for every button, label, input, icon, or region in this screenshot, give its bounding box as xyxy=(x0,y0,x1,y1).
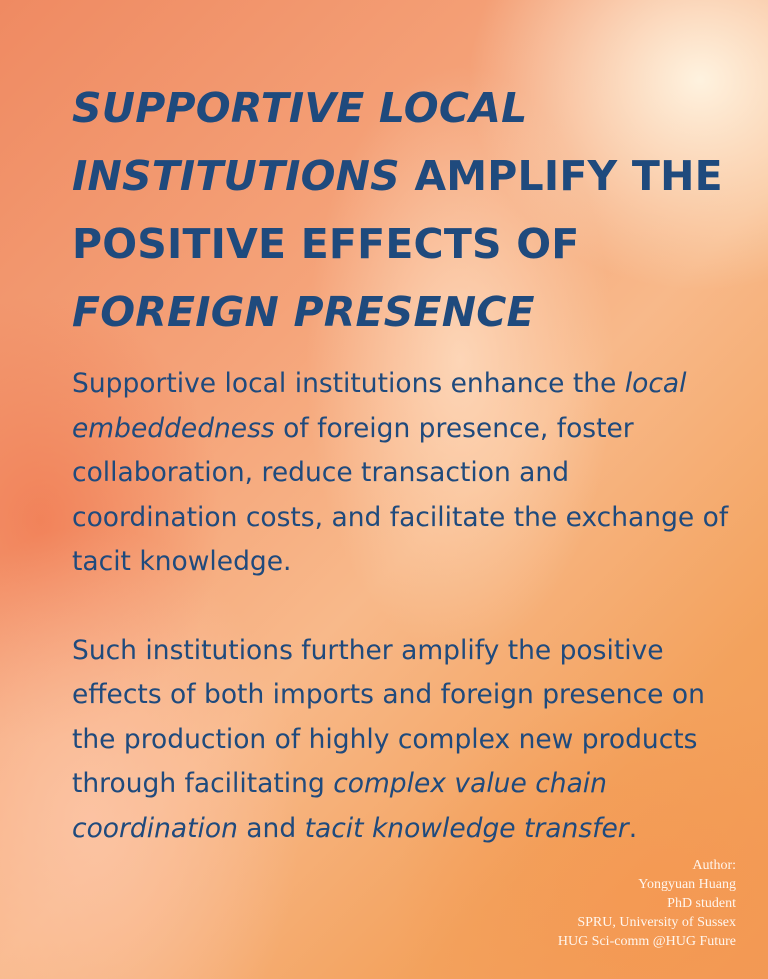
paragraph-2-emphasis-1: complex value chain coordination xyxy=(72,768,607,844)
paragraph-2-text-c: . xyxy=(628,812,638,844)
paragraph-1-text-a: Supportive local institutions enhance th… xyxy=(72,368,625,399)
body-paragraph-1: Supportive local institutions enhance th… xyxy=(72,362,742,585)
author-affiliation: SPRU, University of Sussex xyxy=(577,915,736,930)
author-name: Yongyuan Huang xyxy=(638,877,736,892)
headline-emphasis-institutions: SUPPORTIVE LOCAL INSTITUTIONS xyxy=(72,84,528,200)
body-paragraph-2: Such institutions further amplify the po… xyxy=(72,629,742,852)
headline-emphasis-foreign-presence: FOREIGN PRESENCE xyxy=(72,288,535,336)
author-credit-line: HUG Sci-comm @HUG Future xyxy=(557,934,736,949)
main-content: SUPPORTIVE LOCAL INSTITUTIONS AMPLIFY TH… xyxy=(72,74,742,851)
paragraph-1-emphasis: local embeddedness xyxy=(72,368,687,444)
author-credit: Author: Yongyuan Huang PhD student SPRU,… xyxy=(558,856,736,951)
paragraph-2-emphasis-2: tacit knowledge transfer xyxy=(304,812,629,844)
headline-middle: AMPLIFY THE POSITIVE EFFECTS OF xyxy=(72,152,723,268)
author-label: Author: xyxy=(692,858,736,873)
paragraph-2-text-b: and xyxy=(237,812,305,844)
paragraph-2-text-a: Such institutions further amplify the po… xyxy=(72,634,705,800)
author-role: PhD student xyxy=(667,896,736,911)
headline: SUPPORTIVE LOCAL INSTITUTIONS AMPLIFY TH… xyxy=(72,74,742,346)
paragraph-1-text-b: of foreign presence, foster collaboratio… xyxy=(72,412,729,578)
